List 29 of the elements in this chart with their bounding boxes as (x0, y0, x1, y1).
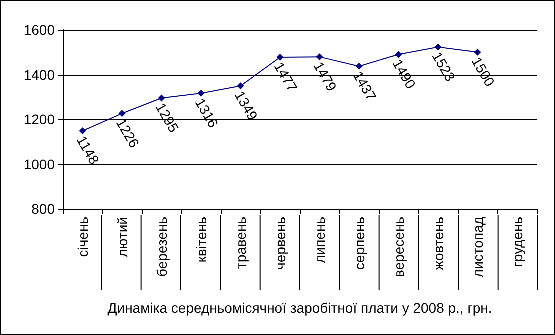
x-tick-label: травень (232, 217, 249, 270)
x-tick-label: грудень (509, 217, 526, 268)
point (474, 48, 482, 56)
x-tick-label: березень (154, 217, 170, 277)
point (237, 82, 244, 90)
y-tick-label: 800 (32, 201, 56, 217)
x-tick-label: січень (74, 217, 91, 258)
point (198, 90, 205, 98)
point (395, 51, 402, 58)
x-tick-label: червень (272, 217, 288, 270)
point (158, 94, 166, 102)
x-tick-label: листопад (470, 217, 486, 278)
point (276, 54, 284, 62)
x-tick-label: квітень (193, 217, 210, 263)
point (356, 62, 363, 70)
x-tick-label: вересень (390, 217, 407, 278)
x-tick-label: липень (312, 217, 328, 264)
y-tick-label: 1200 (24, 112, 56, 128)
point (316, 54, 324, 61)
point (79, 128, 86, 135)
y-tick-label: 1600 (24, 22, 56, 38)
point (434, 44, 442, 51)
x-tick-label: серпень (351, 217, 368, 270)
point (118, 110, 126, 118)
x-tick-label: лютий (114, 217, 130, 258)
y-tick-label: 1000 (24, 156, 56, 172)
x-tick-label: жовтень (430, 217, 446, 270)
y-tick-label: 1400 (24, 66, 56, 83)
x-axis-title: Динаміка середньомісячної заробітної плати у 2008 р., грн. (108, 300, 492, 316)
